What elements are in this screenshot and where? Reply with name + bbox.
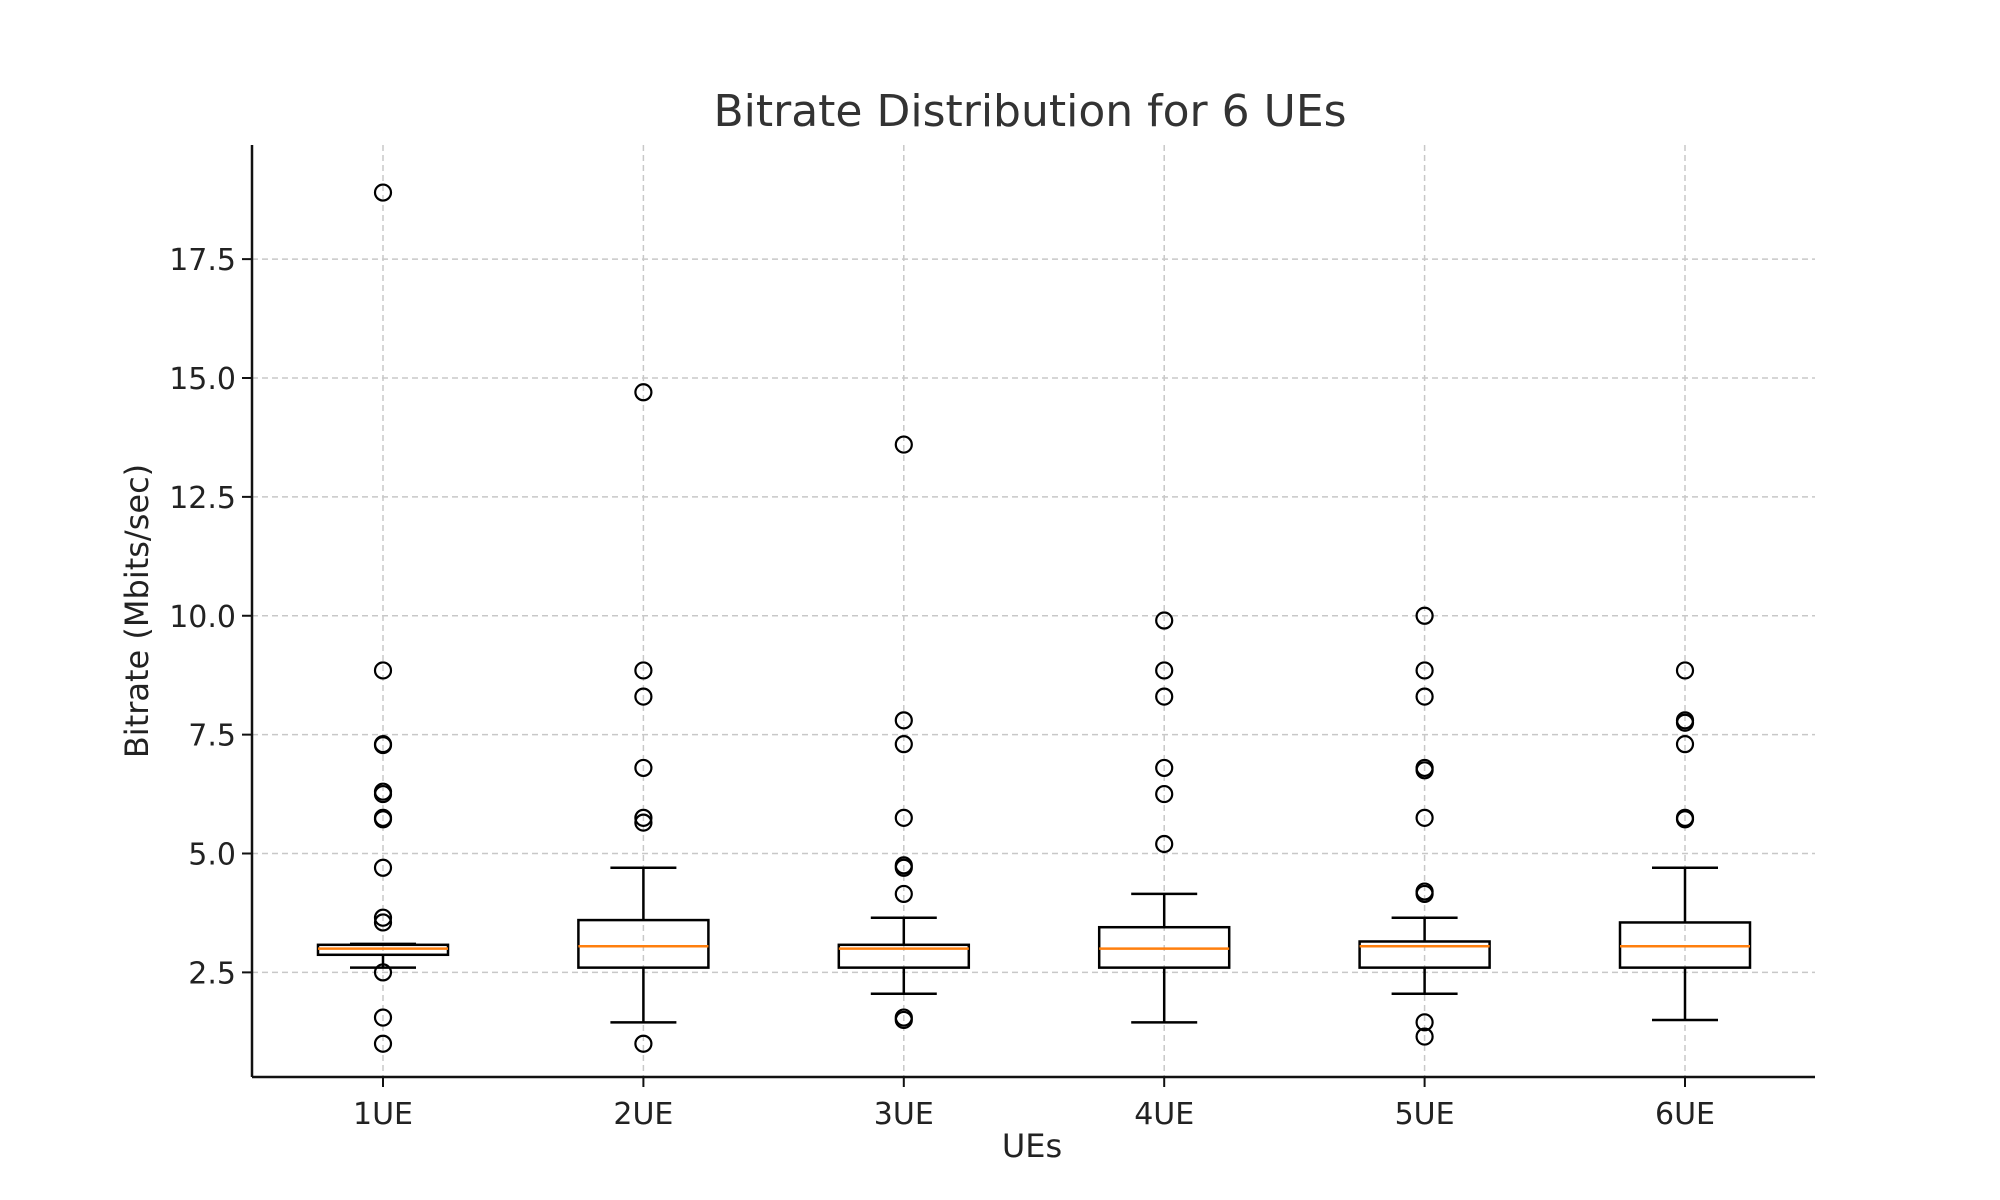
outlier-point xyxy=(894,884,913,904)
outlier-point xyxy=(1415,661,1434,680)
y-tick-label: 12.5 xyxy=(169,481,236,516)
outlier-point xyxy=(1415,1027,1434,1046)
outlier-point xyxy=(1155,758,1174,778)
box-group-4ue xyxy=(1097,611,1231,1024)
chart-title: Bitrate Distribution for 6 UEs xyxy=(713,86,1346,137)
outlier-point xyxy=(1675,713,1695,732)
outlier-point xyxy=(1415,1013,1434,1032)
y-tick-label: 17.5 xyxy=(169,243,236,278)
grid-lines xyxy=(252,145,1815,1077)
outlier-point xyxy=(894,711,913,730)
outlier-point xyxy=(1155,687,1174,706)
x-tick-label: 6UE xyxy=(1655,1097,1715,1132)
outlier-point xyxy=(1155,834,1174,854)
box-group-6ue xyxy=(1618,661,1752,1022)
y-axis-label: Bitrate (Mbits/sec) xyxy=(118,464,156,758)
outlier-point xyxy=(373,1008,393,1027)
outlier-point xyxy=(894,808,913,827)
outlier-point xyxy=(634,1034,653,1053)
outlier-point xyxy=(373,1034,393,1053)
outlier-point xyxy=(1415,606,1434,625)
outlier-point xyxy=(373,858,393,877)
outlier-point xyxy=(373,913,393,932)
iqr-box xyxy=(1358,940,1491,969)
y-tick-label: 5.0 xyxy=(188,838,236,873)
x-tick-label: 1UE xyxy=(353,1097,413,1132)
outlier-point xyxy=(894,735,913,754)
iqr-box xyxy=(577,918,710,969)
outlier-point xyxy=(894,435,913,454)
outlier-point xyxy=(373,735,393,755)
box-group-3ue xyxy=(837,435,971,1030)
outlier-point xyxy=(1675,810,1695,829)
outlier-point xyxy=(634,813,653,832)
outlier-point xyxy=(1415,687,1434,706)
iqr-box xyxy=(837,943,971,969)
outlier-point xyxy=(373,784,393,804)
x-tick-label: 2UE xyxy=(613,1097,673,1132)
outlier-point xyxy=(1415,884,1434,904)
outlier-point xyxy=(1675,661,1695,680)
y-tick-label: 10.0 xyxy=(169,600,236,635)
outlier-point xyxy=(894,1010,913,1030)
outlier-point xyxy=(634,383,653,402)
outlier-point xyxy=(1155,611,1174,630)
outlier-point xyxy=(373,908,393,927)
y-tick-label: 15.0 xyxy=(169,362,236,397)
x-tick-label: 4UE xyxy=(1134,1097,1194,1132)
y-tick-label: 7.5 xyxy=(188,719,236,754)
outlier-point xyxy=(634,808,653,827)
x-axis-label: UEs xyxy=(1002,1127,1062,1165)
outlier-point xyxy=(634,661,653,680)
outlier-point xyxy=(373,810,393,829)
outlier-point xyxy=(634,758,653,778)
axes xyxy=(250,145,1815,1079)
outlier-point xyxy=(373,963,393,982)
box-plots xyxy=(316,183,1752,1053)
box-group-5ue xyxy=(1358,606,1491,1046)
y-tick-label: 2.5 xyxy=(188,956,236,991)
outlier-point xyxy=(373,661,393,680)
outlier-point xyxy=(1675,735,1695,754)
x-tick-label: 5UE xyxy=(1395,1097,1455,1132)
outlier-point xyxy=(894,858,913,877)
outlier-point xyxy=(634,687,653,706)
box-group-2ue xyxy=(577,383,710,1053)
axis-ticks: 2.5 5.0 7.5 10.0 12.5 15.0 17.5 1UE 2UE 3UE 4UE 5UE… xyxy=(169,243,1715,1132)
box-group-1ue xyxy=(316,183,450,1053)
outlier-point xyxy=(1415,761,1434,780)
outlier-point xyxy=(1415,808,1434,827)
outlier-point xyxy=(1155,784,1174,804)
x-tick-label: 3UE xyxy=(874,1097,934,1132)
outlier-point xyxy=(1155,661,1174,680)
outlier-point xyxy=(373,183,393,202)
